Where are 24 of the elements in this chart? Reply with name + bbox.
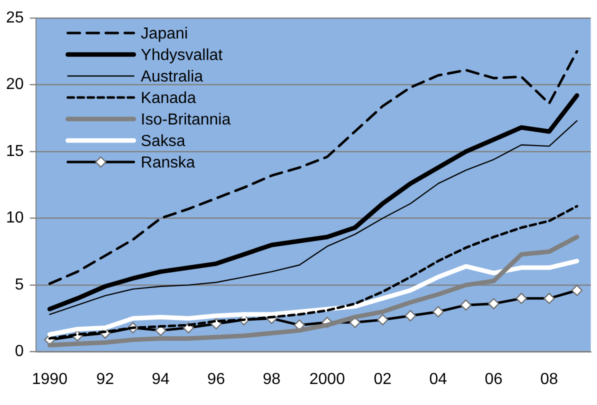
line-series <box>48 50 578 285</box>
x-tick-label: 02 <box>374 370 392 388</box>
x-tick-label: 94 <box>152 370 170 388</box>
x-tick-label: 06 <box>484 370 503 388</box>
y-tick-label: 10 <box>6 210 24 227</box>
x-tick-label: 04 <box>429 370 448 388</box>
x-tick-label: 96 <box>207 370 226 388</box>
y-tick-label: 15 <box>6 142 24 160</box>
y-tick-label: 0 <box>14 343 24 360</box>
y-tick-label: 5 <box>14 276 24 294</box>
legend-label: Saksa <box>140 132 186 150</box>
legend-label: Iso-Britannia <box>140 111 231 128</box>
legend-label: Japani <box>140 25 188 42</box>
legend-label: Kanada <box>140 90 196 107</box>
y-tick-label: 20 <box>6 76 24 94</box>
x-tick-label: 98 <box>262 370 281 388</box>
x-tick-label: 2000 <box>309 370 346 388</box>
x-tick-label: 08 <box>540 370 558 388</box>
y-tick-label: 25 <box>6 9 24 26</box>
legend-label: Yhdysvallat <box>140 46 224 64</box>
legend-label: Australia <box>140 68 204 86</box>
x-tick-label: 92 <box>96 370 114 388</box>
legend-label: Ranska <box>140 154 196 172</box>
x-tick-label: 1990 <box>32 370 68 388</box>
